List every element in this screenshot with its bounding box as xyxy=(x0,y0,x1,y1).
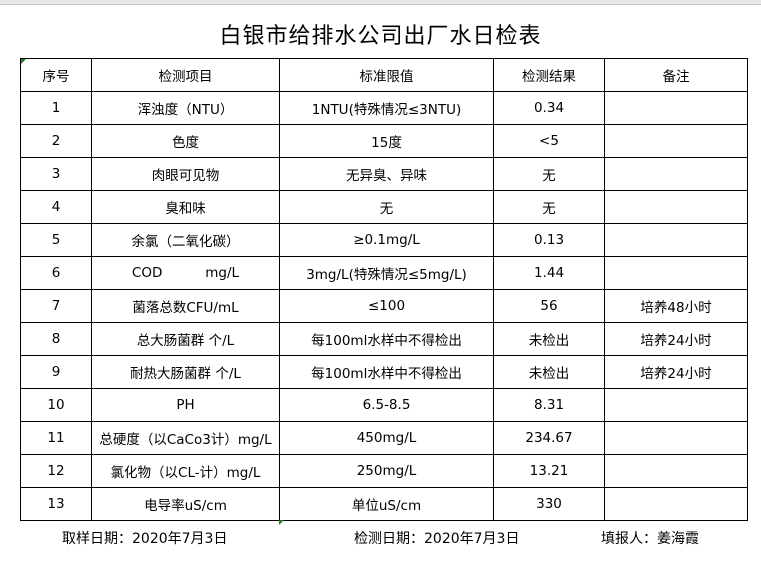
table-cell[interactable]: 每100ml水样中不得检出 xyxy=(279,322,494,356)
page-title: 白银市给排水公司出厂水日检表 xyxy=(219,24,542,49)
header-row: 序号 检测项目 标准限值 检测结果 备注 xyxy=(20,58,748,92)
table-cell[interactable]: 15度 xyxy=(279,124,494,158)
table-cell[interactable]: 250mg/L xyxy=(279,454,494,488)
table-cell[interactable]: 3 xyxy=(20,157,92,191)
table-cell[interactable]: 耐热大肠菌群 个/L xyxy=(91,355,280,389)
table-cell[interactable]: 培养48小时 xyxy=(604,289,748,323)
table-cell[interactable] xyxy=(604,454,748,488)
table-cell[interactable]: 无异臭、异味 xyxy=(279,157,494,191)
table-cell[interactable]: <5 xyxy=(493,124,605,158)
table-row: 9 耐热大肠菌群 个/L 每100ml水样中不得检出 未检出 培养24小时 xyxy=(20,355,748,389)
table-cell[interactable]: 3mg/L(特殊情况≤5mg/L) xyxy=(279,256,494,290)
table-cell[interactable]: 56 xyxy=(493,289,605,323)
table-cell[interactable] xyxy=(604,487,748,521)
table-row: 2 色度 15度 <5 xyxy=(20,124,748,158)
table-cell[interactable]: 无 xyxy=(493,190,605,224)
table-cell[interactable] xyxy=(604,157,748,191)
table-cell[interactable]: 色度 xyxy=(91,124,280,158)
table-cell[interactable]: ≤100 xyxy=(279,289,494,323)
table-row: 6 COD mg/L 3mg/L(特殊情况≤5mg/L) 1.44 xyxy=(20,256,748,290)
table-cell[interactable]: 11 xyxy=(20,421,92,455)
table-cell[interactable] xyxy=(604,124,748,158)
reporter: 填报人：姜海霞 xyxy=(601,531,699,547)
table-row: 3 肉眼可见物 无异臭、异味无 xyxy=(20,157,748,191)
table-row: 11 总硬度（以CaCo3计）mg/L 450mg/L 234.67 xyxy=(20,421,748,455)
table-cell[interactable]: 未检出 xyxy=(493,355,605,389)
table-cell[interactable]: 234.67 xyxy=(493,421,605,455)
cell-marker xyxy=(279,520,284,525)
table-cell[interactable]: 9 xyxy=(20,355,92,389)
table-row: 5 余氯（二氧化碳） ≥0.1mg/L 0.13 xyxy=(20,223,748,257)
table-cell[interactable]: 0.13 xyxy=(493,223,605,257)
table-cell[interactable]: 菌落总数CFU/mL xyxy=(91,289,280,323)
inspection-table: 序号 检测项目 标准限值 检测结果 备注 1 浑浊度（NTU） 1NTU(特殊情况≤3NTU… xyxy=(20,58,748,521)
table-cell[interactable]: 13 xyxy=(20,487,92,521)
table-cell[interactable]: 330 xyxy=(493,487,605,521)
table-cell[interactable]: 浑浊度（NTU） xyxy=(91,91,280,125)
header-cell[interactable]: 标准限值 xyxy=(279,58,494,92)
table-cell[interactable]: 总硬度（以CaCo3计）mg/L xyxy=(91,421,280,455)
table-cell[interactable]: 电导率uS/cm xyxy=(91,487,280,521)
table-cell[interactable]: 臭和味 xyxy=(91,190,280,224)
table-cell[interactable]: 4 xyxy=(20,190,92,224)
table-cell[interactable]: 无 xyxy=(493,157,605,191)
header-cell[interactable]: 检测结果 xyxy=(493,58,605,92)
table-cell[interactable]: 2 xyxy=(20,124,92,158)
table-cell[interactable]: 6.5-8.5 xyxy=(279,388,494,422)
table-cell[interactable] xyxy=(604,256,748,290)
table-row: 1 浑浊度（NTU） 1NTU(特殊情况≤3NTU) 0.34 xyxy=(20,91,748,125)
table-cell[interactable]: 0.34 xyxy=(493,91,605,125)
test-date: 检测日期：2020年7月3日 xyxy=(354,531,520,547)
table-cell[interactable]: 余氯（二氧化碳） xyxy=(91,223,280,257)
table-cell[interactable]: 6 xyxy=(20,256,92,290)
header-cell[interactable]: 检测项目 xyxy=(91,58,280,92)
table-row: 12 氯化物（以CL-计）mg/L 250mg/L 13.21 xyxy=(20,454,748,488)
table-cell[interactable]: 培养24小时 xyxy=(604,355,748,389)
table-cell[interactable]: 未检出 xyxy=(493,322,605,356)
table-cell[interactable]: 12 xyxy=(20,454,92,488)
table-row: 13 电导率uS/cm 单位uS/cm 330 xyxy=(20,487,748,521)
table-cell[interactable]: 1.44 xyxy=(493,256,605,290)
table-cell[interactable]: 5 xyxy=(20,223,92,257)
table-cell[interactable]: 无 xyxy=(279,190,494,224)
table-cell[interactable] xyxy=(604,190,748,224)
table-row: 10 PH 6.5-8.5 8.31 xyxy=(20,388,748,422)
table-cell[interactable] xyxy=(604,223,748,257)
table-cell[interactable] xyxy=(604,388,748,422)
header-cell[interactable]: 备注 xyxy=(604,58,748,92)
table-cell[interactable]: 肉眼可见物 xyxy=(91,157,280,191)
column-header-bar xyxy=(0,0,761,5)
table-cell[interactable]: 氯化物（以CL-计）mg/L xyxy=(91,454,280,488)
table-cell[interactable]: 7 xyxy=(20,289,92,323)
header-cell[interactable]: 序号 xyxy=(20,58,92,92)
table-cell[interactable]: 13.21 xyxy=(493,454,605,488)
table-cell[interactable]: 1 xyxy=(20,91,92,125)
table-cell[interactable]: 8 xyxy=(20,322,92,356)
table-row: 4 臭和味无无 xyxy=(20,190,748,224)
table-cell[interactable]: 总大肠菌群 个/L xyxy=(91,322,280,356)
table-row: 8 总大肠菌群 个/L 每100ml水样中不得检出 未检出 培养24小时 xyxy=(20,322,748,356)
table-cell[interactable] xyxy=(604,91,748,125)
table-cell[interactable]: 450mg/L xyxy=(279,421,494,455)
table-row: 7 菌落总数CFU/mL ≤100 56 培养48小时 xyxy=(20,289,748,323)
table-cell[interactable]: 培养24小时 xyxy=(604,322,748,356)
table-cell[interactable]: 每100ml水样中不得检出 xyxy=(279,355,494,389)
table-cell[interactable] xyxy=(604,421,748,455)
table-cell[interactable]: COD mg/L xyxy=(91,256,280,290)
table-cell[interactable]: ≥0.1mg/L xyxy=(279,223,494,257)
table-cell[interactable]: PH xyxy=(91,388,280,422)
table-cell[interactable]: 10 xyxy=(20,388,92,422)
table-cell[interactable]: 8.31 xyxy=(493,388,605,422)
table-cell[interactable]: 单位uS/cm xyxy=(279,487,494,521)
sampling-date: 取样日期：2020年7月3日 xyxy=(62,531,228,547)
table-cell[interactable]: 1NTU(特殊情况≤3NTU) xyxy=(279,91,494,125)
